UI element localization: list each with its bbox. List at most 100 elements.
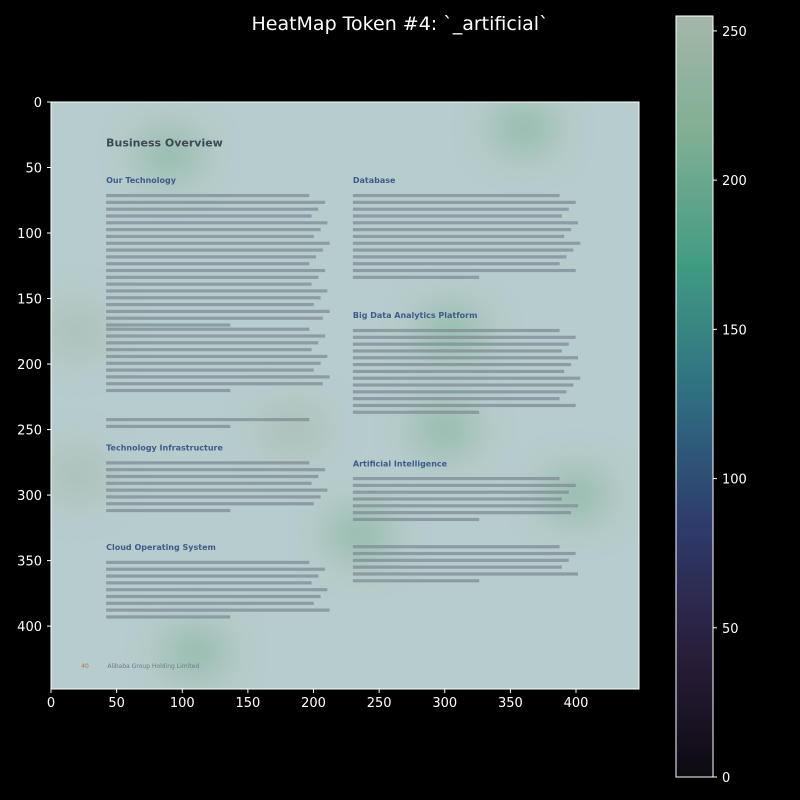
y-tick-label: 50: [25, 162, 42, 177]
doc-text-line: [106, 241, 330, 245]
doc-text-line: [106, 560, 310, 565]
x-tick-label: 350: [498, 696, 523, 711]
doc-text-line: [106, 262, 310, 266]
doc-text-line: [106, 323, 231, 327]
doc-text-line: [106, 361, 321, 365]
doc-text-line: [106, 382, 323, 386]
doc-text-line: [352, 483, 576, 487]
doc-text-line: [352, 342, 569, 346]
colorbar-tick-label: 50: [722, 622, 739, 637]
doc-left-heading: Cloud Operating System: [106, 543, 216, 552]
doc-text-line: [106, 228, 321, 232]
doc-text-line: [352, 403, 576, 408]
doc-text-line: [106, 375, 330, 379]
doc-text-line: [352, 349, 562, 353]
doc-text-line: [352, 262, 560, 266]
doc-text-line: [352, 214, 562, 218]
doc-text-line: [106, 248, 323, 252]
doc-text-line: [352, 545, 560, 549]
doc-text-line: [106, 588, 328, 592]
x-tick-label: 250: [367, 696, 392, 711]
colorbar-tick-label: 200: [722, 174, 747, 189]
doc-text-line: [352, 207, 569, 211]
heat-blob: [51, 449, 112, 502]
doc-text-line: [352, 234, 565, 239]
y-axis: 0 50 100 150 200 250 300 350 400: [17, 96, 51, 635]
doc-text-line: [106, 608, 330, 612]
doc-text-line: [106, 461, 310, 465]
doc-text-line: [106, 354, 328, 359]
doc-text-line: [106, 368, 314, 372]
heat-blob: [161, 626, 230, 679]
doc-text-line: [106, 594, 321, 599]
heat-overlay: [51, 102, 610, 679]
heat-blob: [542, 469, 610, 522]
doc-text-line: [106, 495, 321, 499]
doc-text-line: [106, 214, 312, 218]
doc-right-heading: Database: [353, 176, 396, 185]
doc-text-line: [352, 241, 581, 245]
plot-frame: [50, 101, 640, 690]
doc-text-line: [106, 309, 330, 313]
doc-text-line: [352, 565, 562, 569]
doc-footer-text: Alibaba Group Holding Limited: [107, 663, 199, 670]
doc-text-line: [106, 200, 326, 204]
doc-text-line: [106, 508, 231, 513]
doc-text-line: [352, 558, 569, 562]
x-tick-label: 0: [47, 696, 55, 711]
doc-text-line: [352, 221, 578, 225]
doc-text-line: [352, 572, 578, 576]
doc-text-line: [106, 275, 319, 279]
heat-blob: [51, 305, 112, 358]
doc-text-line: [352, 369, 565, 373]
doc-text-line: [352, 497, 562, 501]
doc-text-line: [106, 207, 319, 211]
plot-background: [51, 102, 639, 689]
doc-page-title: Business Overview: [106, 137, 223, 150]
y-tick-label: 150: [17, 293, 42, 308]
document-image: Business Overview Our Technology Technolog…: [81, 137, 581, 670]
heat-blob: [410, 403, 479, 456]
colorbar-axis: 0 50 100 150 200 250: [713, 25, 747, 786]
colorbar-tick-label: 0: [722, 771, 730, 786]
doc-text-line: [106, 388, 231, 393]
x-tick-label: 400: [564, 696, 589, 711]
doc-text-line: [352, 490, 569, 494]
doc-right-heading: Artificial Intelligence: [353, 459, 448, 468]
doc-text-line: [106, 468, 326, 472]
doc-text-line: [106, 581, 312, 585]
colorbar: [675, 15, 714, 778]
doc-left-heading: Technology Infrastructure: [106, 444, 223, 453]
y-tick-label: 0: [34, 96, 42, 111]
doc-text-line: [106, 282, 312, 286]
doc-text-line: [106, 234, 314, 239]
colorbar-tick-label: 100: [722, 473, 747, 488]
doc-text-line: [106, 481, 312, 485]
doc-right-heading: Big Data Analytics Platform: [353, 311, 478, 320]
colorbar-tick-label: 150: [722, 323, 747, 338]
doc-text-line: [106, 341, 319, 345]
colorbar-tick-label: 250: [722, 25, 747, 40]
doc-text-line: [106, 296, 321, 300]
doc-text-line: [352, 517, 480, 522]
doc-text-line: [352, 410, 480, 414]
doc-left-heading: Our Technology: [106, 176, 177, 185]
doc-text-line: [352, 335, 576, 339]
doc-text-line: [106, 474, 319, 479]
doc-text-line: [106, 567, 326, 571]
doc-text-line: [106, 302, 314, 307]
doc-text-line: [352, 511, 572, 515]
y-tick-label: 200: [17, 358, 42, 373]
x-tick-label: 200: [301, 696, 326, 711]
doc-text-line: [352, 362, 572, 367]
doc-text-line: [106, 334, 326, 338]
doc-text-line: [352, 390, 567, 394]
y-tick-label: 350: [17, 555, 42, 570]
doc-text-line: [106, 316, 323, 320]
x-axis: 0 50 100 150 200 250 300 350 400: [47, 689, 589, 711]
chart-title: HeatMap Token #4: `_artificial`: [251, 13, 548, 35]
doc-text-line: [352, 328, 560, 333]
doc-text-line: [352, 376, 581, 380]
doc-text-line: [106, 255, 317, 259]
